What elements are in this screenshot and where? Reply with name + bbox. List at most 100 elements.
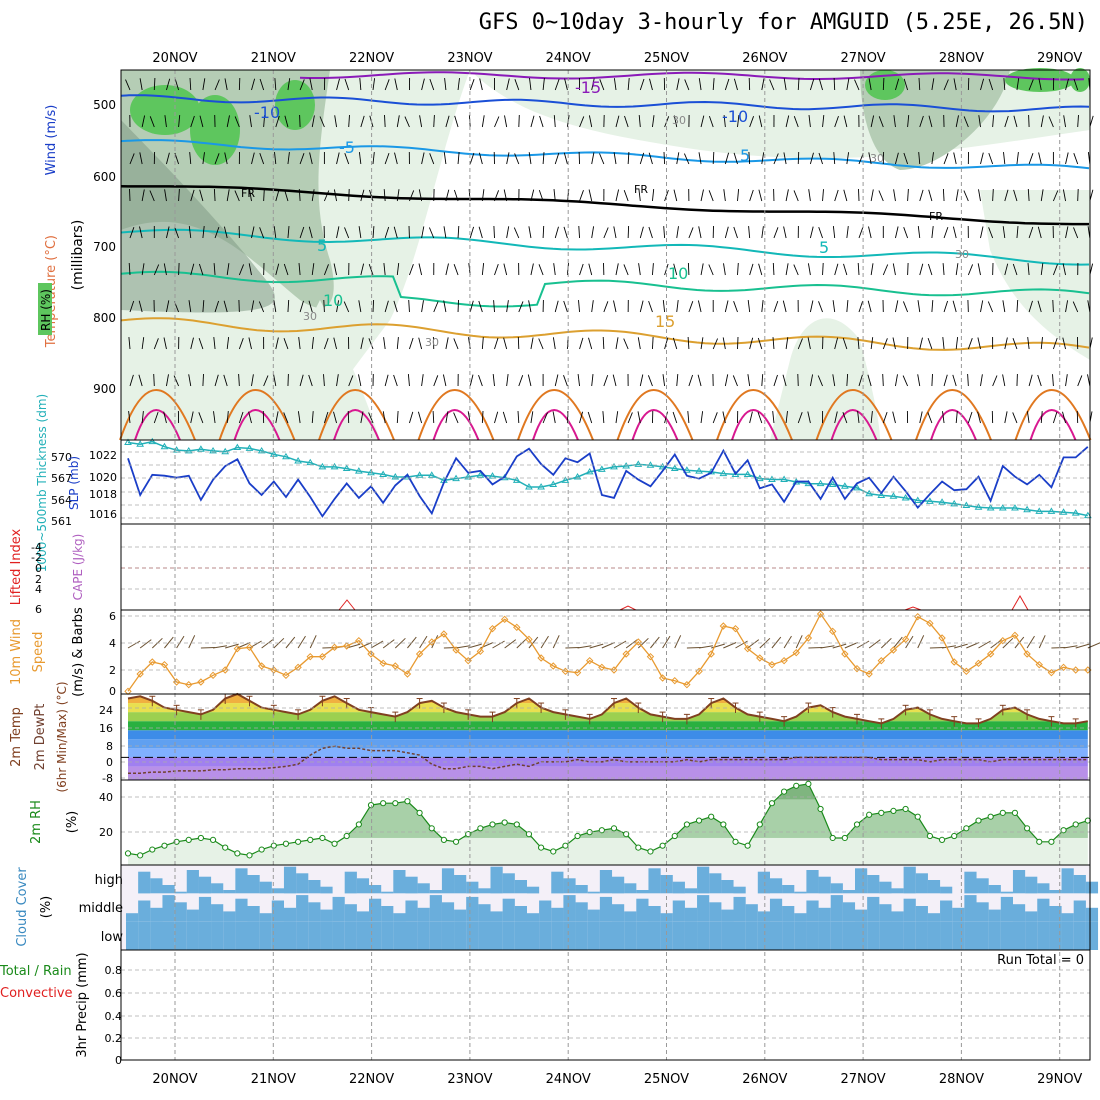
- wind-barb: [442, 374, 447, 387]
- wind-barb: [198, 263, 204, 276]
- wind-barb: [358, 226, 362, 239]
- wind-barb: [528, 152, 532, 165]
- wind-barb: [673, 115, 678, 128]
- wind-barb: [258, 301, 265, 313]
- wind-barb-10m: [1002, 637, 1014, 649]
- rh2m-point: [452, 838, 460, 845]
- wind-barb: [807, 411, 811, 424]
- wind-barb: [772, 411, 775, 424]
- cloud-bar: [271, 921, 284, 950]
- wind-barb: [273, 374, 277, 387]
- wind-barb: [529, 78, 532, 91]
- cloud-bar: [405, 921, 418, 950]
- contour-label: 5: [317, 236, 327, 255]
- cloud-bar: [247, 906, 260, 922]
- wind-barb: [214, 300, 220, 313]
- date-label-bottom: 24NOV: [546, 1072, 591, 1087]
- cloud-bar: [927, 921, 941, 950]
- wind-speed-point: [598, 663, 606, 672]
- wind-barb: [907, 188, 909, 202]
- wind-barb: [283, 338, 289, 350]
- wind-barb: [224, 78, 228, 91]
- wind-barb: [199, 189, 204, 202]
- rh2m-point: [890, 807, 897, 815]
- cloud-bar: [563, 878, 576, 894]
- cloud-bar: [733, 886, 746, 894]
- wind-barb: [163, 337, 167, 350]
- wind-barb: [579, 190, 584, 202]
- wind-barb: [528, 300, 532, 313]
- wind-barb: [878, 116, 884, 128]
- wind-speed-point: [816, 610, 825, 618]
- thickness-point: [561, 476, 570, 483]
- precip-axis-label: 3hr Precip (mm): [75, 952, 90, 1057]
- wind-barb: [518, 375, 524, 387]
- wind-barb: [917, 374, 921, 387]
- wind-barb: [602, 336, 605, 350]
- wind-barb: [129, 153, 135, 165]
- wind-barb: [259, 152, 265, 165]
- wind-barb: [953, 78, 957, 91]
- rh2m-point: [477, 825, 484, 832]
- wind-barb: [603, 374, 609, 387]
- wind-barb: [785, 411, 788, 424]
- thickness-point: [379, 470, 388, 477]
- wind-speed-point: [549, 662, 557, 670]
- cloud-bar: [198, 896, 212, 922]
- temp-band: [128, 739, 1088, 749]
- wind-barb: [708, 115, 714, 128]
- wind-barb: [832, 226, 836, 239]
- cloud-bar: [1037, 898, 1050, 922]
- contour-20: [616, 389, 694, 441]
- rh2m-point: [647, 848, 654, 855]
- wind-barb: [639, 300, 644, 313]
- wind-barb: [903, 152, 909, 165]
- wind-barb: [980, 374, 983, 387]
- rh2m-point: [866, 811, 873, 818]
- wind-barb: [1040, 337, 1043, 350]
- slp-tick-label: 1020: [89, 471, 117, 484]
- wind-barb: [931, 226, 934, 239]
- wind-barb: [166, 226, 170, 239]
- wind-barb: [895, 152, 899, 165]
- cloud-bar: [587, 909, 600, 922]
- wind-barb: [333, 411, 337, 424]
- wind-barb: [712, 338, 719, 350]
- cloud-bar: [964, 895, 977, 922]
- wind-barb: [882, 338, 888, 350]
- rh-high-blob: [275, 80, 315, 130]
- wind-barb: [712, 78, 715, 91]
- cloud-bar: [211, 883, 224, 894]
- wind-barb: [419, 115, 423, 128]
- wind-barb: [421, 152, 425, 165]
- wind-barb: [822, 115, 825, 128]
- wind-barb: [832, 374, 836, 387]
- wind-barb: [333, 337, 337, 350]
- cloud-bar: [587, 921, 600, 950]
- rh-high-blob: [865, 70, 905, 100]
- wind-barb: [809, 152, 814, 165]
- wind-barb: [623, 190, 629, 202]
- wind-barb: [846, 226, 849, 239]
- wind-barb: [308, 374, 313, 387]
- wind-barb: [214, 153, 220, 165]
- wind-barb: [602, 411, 605, 424]
- wind-barb: [854, 79, 860, 91]
- wind-barb: [453, 264, 459, 276]
- wind-barb: [700, 263, 704, 276]
- wind-barb: [893, 189, 896, 202]
- contour-label: -5: [339, 138, 355, 157]
- wind-barb: [834, 411, 838, 424]
- wind-barb: [737, 189, 740, 202]
- wind-barb: [1028, 114, 1030, 128]
- cloud-bar: [806, 870, 819, 894]
- wind-barb: [259, 78, 265, 91]
- temp-band: [128, 712, 1088, 722]
- wind-barb: [918, 152, 921, 165]
- wind-barb: [443, 226, 447, 239]
- wind-barb: [1027, 263, 1030, 276]
- wind-barb: [857, 262, 860, 276]
- cloud-bar: [223, 890, 236, 894]
- wind-barb: [943, 300, 949, 313]
- date-label-top: 20NOV: [152, 51, 197, 66]
